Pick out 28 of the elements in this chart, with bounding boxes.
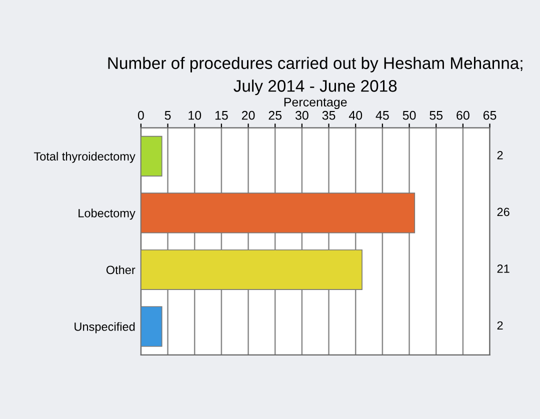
x-axis-title: Percentage (284, 98, 347, 110)
x-tick-label: 10 (188, 110, 202, 120)
x-tick-label: 20 (242, 110, 255, 120)
text: 26 (497, 208, 510, 216)
x-tick-label: 30 (295, 110, 308, 120)
y-tick-label: Lobectomy (78, 208, 136, 220)
chart-title: Number of procedures carried out by Hesham Mehanna; July 2014 - June 2018 (108, 56, 522, 96)
bar (140, 249, 362, 290)
y-tick-label: Unspecified (74, 322, 135, 334)
x-tick-label: 40 (348, 110, 362, 120)
text: 21 (497, 264, 510, 273)
x-tick-label: 50 (402, 110, 416, 120)
x-tick-label: 45 (376, 111, 389, 120)
text: 2 (497, 150, 503, 160)
x-tick-label: 15 (215, 111, 228, 120)
bar (140, 136, 162, 176)
x-tick-label: 35 (322, 110, 336, 120)
x-tick-label: 0 (138, 110, 144, 120)
bar (140, 306, 162, 347)
bar (140, 192, 416, 234)
text: 2 (497, 321, 503, 330)
y-tick-label: Total thyroidectomy (34, 152, 136, 163)
x-tick-label: 60 (456, 110, 470, 120)
x-tick-label: 5 (164, 111, 171, 120)
x-tick-label: 55 (430, 111, 443, 120)
x-tick-label: 65 (483, 110, 496, 120)
x-tick-label: 25 (268, 110, 282, 120)
y-tick-label: Other (106, 265, 136, 274)
